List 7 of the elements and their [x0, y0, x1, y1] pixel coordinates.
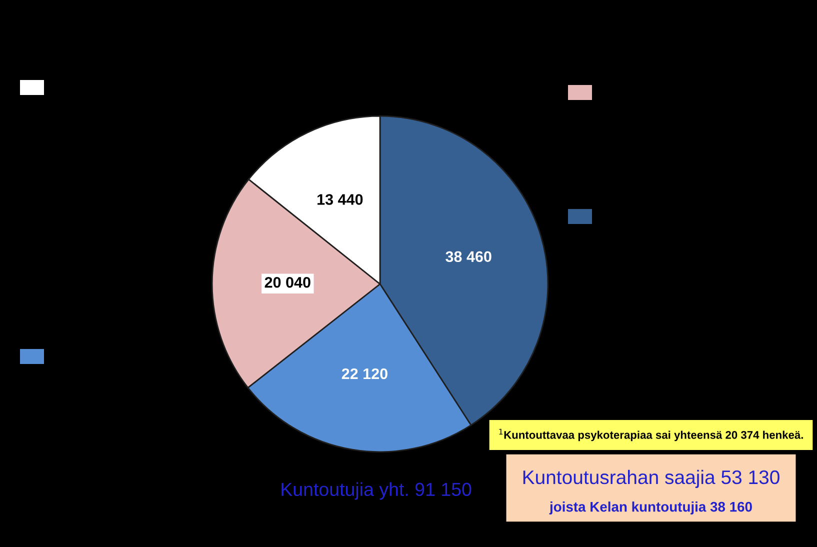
data-label: 22 120 [342, 368, 388, 380]
data-label: 13 440 [318, 194, 363, 205]
text: $^{1}$Kuntouttavaa psykoterapiaa sai yhteensä 20 374 henkeä. [499, 428, 803, 442]
text: Kuntoutujia yht. 91 150 [282, 482, 472, 500]
data-label: 20 040 [264, 276, 310, 288]
text: Kuntoutusrahan saajia 53 130 joista Kelan kuntoutujia 38 160 [523, 470, 780, 514]
data-label: 38 460 [446, 251, 492, 262]
